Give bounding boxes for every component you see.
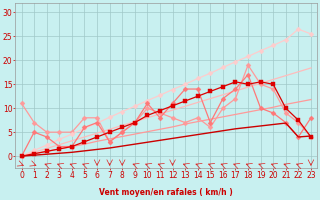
X-axis label: Vent moyen/en rafales ( km/h ): Vent moyen/en rafales ( km/h ) [100, 188, 233, 197]
